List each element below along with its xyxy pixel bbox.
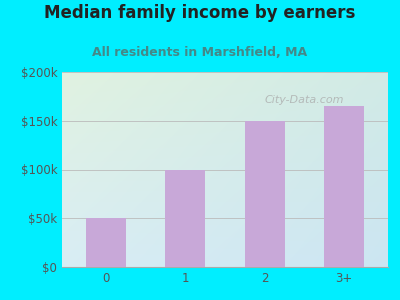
Bar bbox=[245, 121, 285, 267]
Bar bbox=[86, 218, 126, 267]
Text: All residents in Marshfield, MA: All residents in Marshfield, MA bbox=[92, 46, 308, 59]
Bar bbox=[324, 106, 364, 267]
Text: City-Data.com: City-Data.com bbox=[264, 95, 344, 105]
Bar bbox=[165, 169, 205, 267]
Text: Median family income by earners: Median family income by earners bbox=[44, 4, 356, 22]
